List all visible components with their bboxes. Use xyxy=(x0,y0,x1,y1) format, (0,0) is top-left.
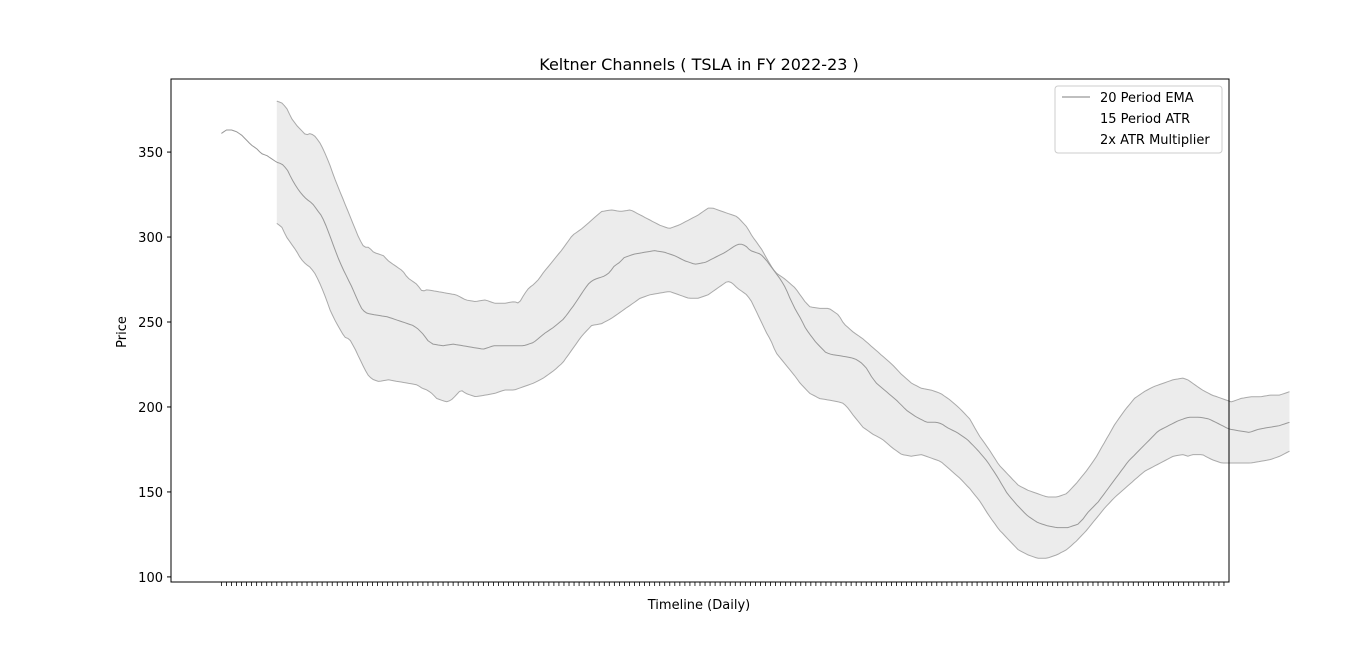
ema-line xyxy=(221,129,1290,529)
y-tick-label: 150 xyxy=(138,486,163,501)
x-axis xyxy=(220,582,1225,586)
chart-title: Keltner Channels ( TSLA in FY 2022-23 ) xyxy=(539,55,859,74)
legend-multiplier-label: 2x ATR Multiplier xyxy=(1100,133,1210,148)
y-tick-label: 100 xyxy=(138,571,163,586)
y-tick-label: 250 xyxy=(138,316,163,331)
y-tick-label: 350 xyxy=(138,146,163,161)
legend-box xyxy=(1054,85,1223,154)
y-tick-label: 300 xyxy=(138,231,163,246)
y-axis-label: Price xyxy=(115,316,130,348)
y-axis: 100 150 200 250 300 350 xyxy=(138,146,171,586)
legend-ema-label: 20 Period EMA xyxy=(1100,91,1194,106)
y-tick-label: 200 xyxy=(138,401,163,416)
upper-band-line xyxy=(276,100,1290,498)
keltner-band xyxy=(276,101,1290,559)
x-axis-label: Timeline (Daily) xyxy=(647,598,750,613)
series-layer xyxy=(221,100,1290,559)
legend: 20 Period EMA 15 Period ATR 2x ATR Multi… xyxy=(1054,85,1223,154)
lower-band-line xyxy=(276,222,1290,559)
legend-atr-label: 15 Period ATR xyxy=(1100,112,1190,127)
